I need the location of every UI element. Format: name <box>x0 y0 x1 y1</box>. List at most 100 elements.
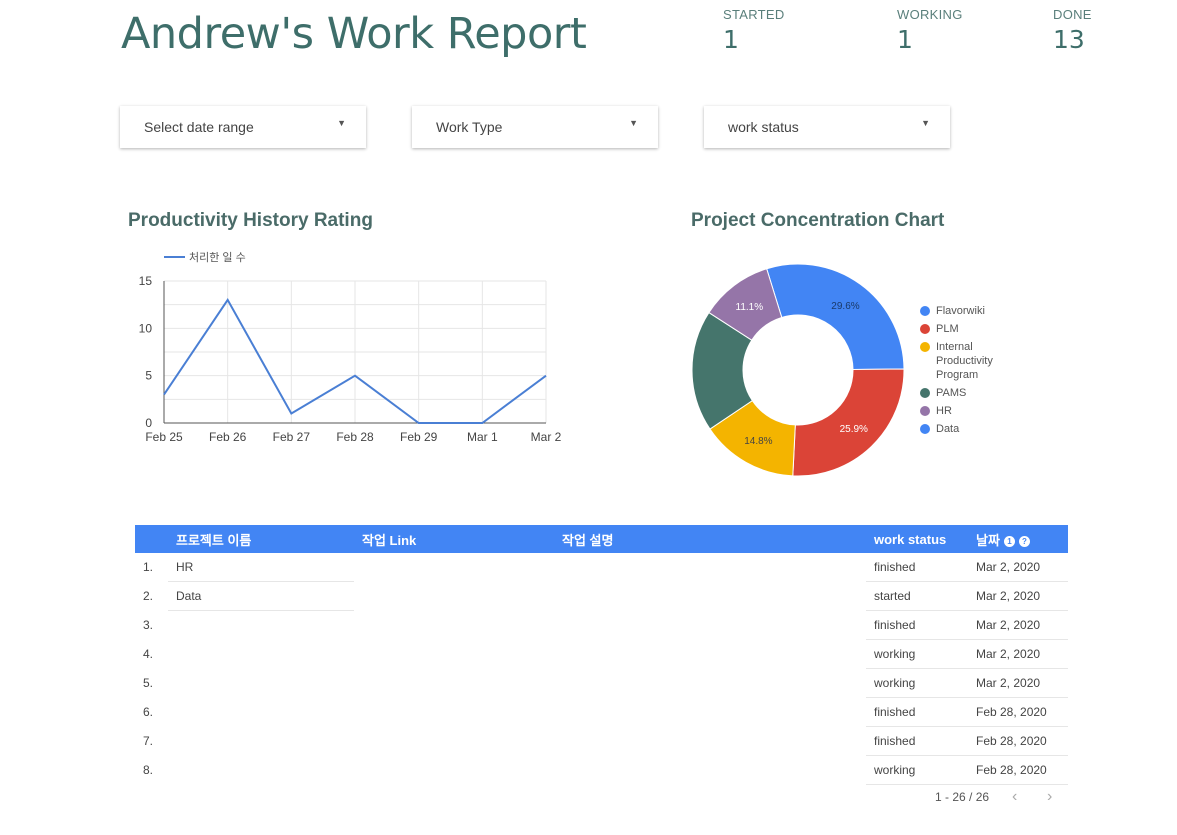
row-description <box>554 727 866 756</box>
table-row[interactable]: 7. finished Feb 28, 2020 <box>135 726 1068 756</box>
legend-item: PLM <box>920 322 1020 336</box>
kpi-started: STARTED 1 <box>723 7 785 54</box>
legend-label: Internal Productivity Program <box>936 341 993 381</box>
x-tick-label: Mar 2 <box>531 430 562 444</box>
row-project <box>168 669 354 698</box>
row-date: Mar 2, 2020 <box>968 553 1068 582</box>
row-project <box>168 611 354 640</box>
work-table: 프로젝트 이름 작업 Link 작업 설명 work status 날짜 1? 1… <box>135 525 1068 785</box>
x-tick-label: Feb 25 <box>145 430 183 444</box>
row-description <box>554 582 866 611</box>
date-range-dropdown[interactable]: Select date range ▼ <box>120 106 366 148</box>
row-link <box>354 727 554 756</box>
row-project: HR <box>168 553 354 582</box>
table-row[interactable]: 1. HR finished Mar 2, 2020 <box>135 553 1068 582</box>
legend-item: PAMS <box>920 386 1020 400</box>
pie-slice <box>708 268 783 341</box>
row-link <box>354 698 554 727</box>
row-date: Mar 2, 2020 <box>968 639 1068 669</box>
productivity-chart-title: Productivity History Rating <box>128 210 373 231</box>
x-tick-label: Feb 29 <box>400 430 438 444</box>
work-status-dropdown[interactable]: work status ▼ <box>704 106 950 148</box>
kpi-done-label: DONE <box>1053 7 1092 22</box>
row-project: Data <box>168 581 354 611</box>
row-link <box>354 640 554 669</box>
legend-label: PLM <box>936 323 959 335</box>
row-description <box>554 611 866 640</box>
work-type-dropdown[interactable]: Work Type ▼ <box>412 106 658 148</box>
table-row[interactable]: 5. working Mar 2, 2020 <box>135 668 1068 698</box>
row-description <box>554 640 866 669</box>
table-row[interactable]: 3. finished Mar 2, 2020 <box>135 610 1068 640</box>
kpi-started-value: 1 <box>723 25 739 54</box>
row-number: 4. <box>143 647 154 661</box>
legend-dot <box>920 406 930 416</box>
report-title: Andrew's Work Report <box>121 9 587 59</box>
donut-legend: Flavorwiki PLM Internal Productivity Progr… <box>920 304 1020 440</box>
row-number: 5. <box>143 676 154 690</box>
row-status: finished <box>866 726 968 756</box>
y-tick-label: 10 <box>139 321 153 335</box>
kpi-working-value: 1 <box>897 25 913 54</box>
row-link <box>354 582 554 611</box>
y-tick-label: 15 <box>139 274 153 288</box>
col-header-link[interactable]: 작업 Link <box>354 525 554 553</box>
row-number: 6. <box>143 705 154 719</box>
row-description <box>554 553 866 582</box>
col-header-status[interactable]: work status <box>866 525 968 553</box>
row-status: finished <box>866 610 968 640</box>
row-link <box>354 553 554 582</box>
legend-label: HR <box>936 405 952 417</box>
legend-dot <box>920 324 930 334</box>
table-row[interactable]: 2. Data started Mar 2, 2020 <box>135 581 1068 611</box>
prev-page-icon[interactable]: ‹ <box>1012 788 1018 805</box>
legend-dot <box>920 424 930 434</box>
row-project <box>168 756 354 785</box>
pie-slice <box>792 368 905 477</box>
legend-label: 처리한 일 수 <box>189 250 246 264</box>
x-tick-label: Feb 26 <box>209 430 247 444</box>
y-tick-label: 0 <box>145 416 152 430</box>
col-header-project[interactable]: 프로젝트 이름 <box>168 525 354 553</box>
chevron-down-icon: ▼ <box>337 118 346 128</box>
legend-item: Data <box>920 422 1020 436</box>
legend-item: Flavorwiki <box>920 304 1020 318</box>
col-header-date[interactable]: 날짜 1? <box>968 525 1068 553</box>
table-row[interactable]: 8. working Feb 28, 2020 <box>135 755 1068 785</box>
row-number: 3. <box>143 618 154 632</box>
legend-label: Flavorwiki <box>936 305 985 317</box>
table-row[interactable]: 6. finished Feb 28, 2020 <box>135 697 1068 727</box>
x-tick-label: Mar 1 <box>467 430 498 444</box>
row-number: 2. <box>143 589 154 603</box>
project-donut-chart: 29.6% 25.9% 14.8% 11.1% <box>691 263 905 477</box>
row-date: Mar 2, 2020 <box>968 668 1068 698</box>
work-status-label: work status <box>728 119 799 135</box>
col-header-description[interactable]: 작업 설명 <box>554 525 866 553</box>
row-status: working <box>866 639 968 669</box>
table-row[interactable]: 4. working Mar 2, 2020 <box>135 639 1068 669</box>
next-page-icon[interactable]: › <box>1047 788 1053 805</box>
row-description <box>554 756 866 785</box>
pie-slice <box>766 263 905 371</box>
work-type-label: Work Type <box>436 119 503 135</box>
help-icon[interactable]: ? <box>1018 535 1030 547</box>
row-link <box>354 756 554 785</box>
kpi-working-label: WORKING <box>897 7 963 22</box>
productivity-line-chart: 처리한 일 수 0 5 10 15 Feb 25 Feb 26 Feb 27 Feb 28 Feb… <box>139 250 562 444</box>
row-date: Mar 2, 2020 <box>968 581 1068 611</box>
row-link <box>354 611 554 640</box>
slice-label: 11.1% <box>736 302 764 313</box>
row-status: finished <box>866 553 968 582</box>
row-description <box>554 698 866 727</box>
sort-order-icon[interactable]: 1 <box>1003 535 1015 547</box>
legend-label: PAMS <box>936 387 967 399</box>
legend-item: HR <box>920 404 1020 418</box>
x-tick-label: Feb 27 <box>273 430 311 444</box>
pagination-label: 1 - 26 / 26 <box>935 790 990 804</box>
kpi-started-label: STARTED <box>723 7 785 22</box>
slice-label: 29.6% <box>831 301 859 312</box>
row-link <box>354 669 554 698</box>
kpi-done: DONE 13 <box>1053 7 1092 54</box>
kpi-working: WORKING 1 <box>897 7 963 54</box>
row-date: Feb 28, 2020 <box>968 726 1068 756</box>
